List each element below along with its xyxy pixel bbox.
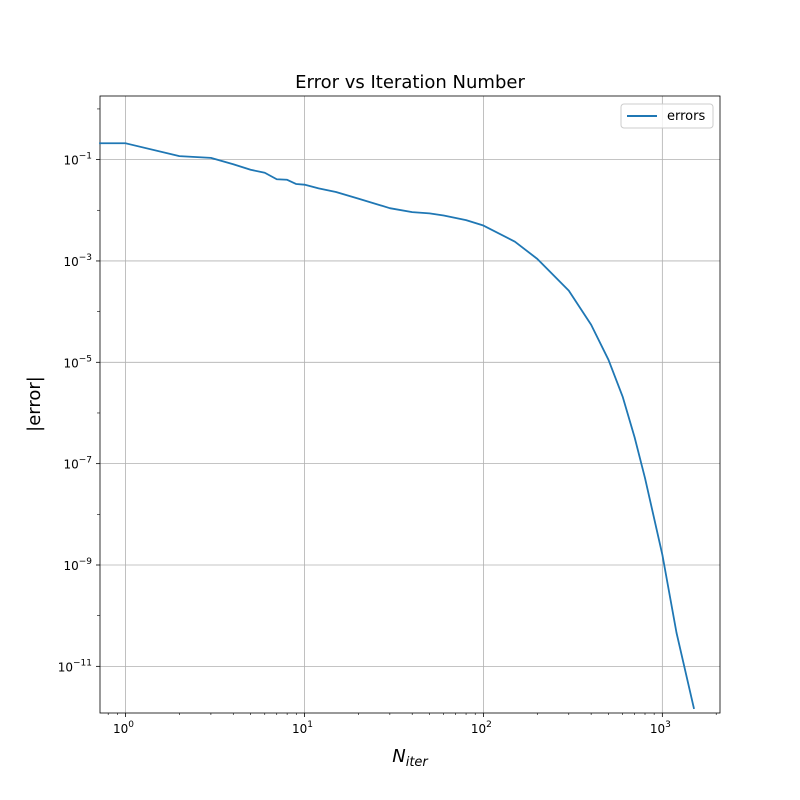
plot-area-frame bbox=[99, 95, 721, 714]
x-axis-label-base: N bbox=[392, 746, 405, 767]
y-tick-label-base: 10 bbox=[63, 559, 78, 573]
y-tick-label: 10−9 bbox=[63, 557, 92, 573]
x-tick-label: 101 bbox=[292, 720, 313, 736]
y-tick-label-base: 10 bbox=[63, 154, 78, 168]
grid bbox=[100, 96, 720, 713]
x-tick-label: 102 bbox=[471, 720, 492, 736]
chart-title: Error vs Iteration Number bbox=[295, 72, 525, 93]
x-tick-label-exponent: 2 bbox=[486, 720, 492, 730]
y-tick-label-exponent: −11 bbox=[73, 658, 92, 668]
y-tick-label: 10−5 bbox=[63, 354, 92, 370]
x-tick-label-base: 10 bbox=[292, 722, 307, 736]
x-axis-label: Niter bbox=[392, 746, 429, 770]
y-tick-label-exponent: −1 bbox=[79, 152, 92, 162]
y-tick-label-exponent: −7 bbox=[79, 456, 92, 466]
y-tick-label: 10−11 bbox=[58, 658, 92, 674]
x-tick-label-base: 10 bbox=[471, 722, 486, 736]
legend: errors bbox=[620, 103, 714, 129]
y-tick-label: 10−1 bbox=[63, 152, 92, 168]
x-tick-label-exponent: 0 bbox=[128, 720, 134, 730]
legend-box bbox=[620, 103, 714, 129]
x-tick-label-exponent: 1 bbox=[307, 720, 313, 730]
y-tick-label-exponent: −5 bbox=[79, 354, 92, 364]
y-tick-label: 10−7 bbox=[63, 456, 92, 472]
y-tick-label-base: 10 bbox=[63, 356, 78, 370]
x-tick-label-base: 10 bbox=[113, 722, 128, 736]
legend-label-errors: errors bbox=[667, 109, 705, 124]
x-tick-label-base: 10 bbox=[650, 722, 665, 736]
x-axis-label-subscript: iter bbox=[406, 755, 430, 770]
y-tick-label: 10−3 bbox=[63, 253, 92, 269]
x-tick-label: 103 bbox=[650, 720, 671, 736]
x-tick-label-exponent: 3 bbox=[665, 720, 671, 730]
series-line-errors bbox=[99, 142, 695, 710]
y-tick-label-base: 10 bbox=[63, 255, 78, 269]
y-tick-label-exponent: −3 bbox=[79, 253, 92, 263]
y-tick-label-exponent: −9 bbox=[79, 557, 93, 567]
series-layer bbox=[99, 142, 695, 710]
y-axis-label: |error| bbox=[24, 376, 45, 432]
x-tick-label: 100 bbox=[113, 720, 134, 736]
y-tick-label-base: 10 bbox=[63, 458, 78, 472]
y-tick-label-base: 10 bbox=[58, 660, 73, 674]
